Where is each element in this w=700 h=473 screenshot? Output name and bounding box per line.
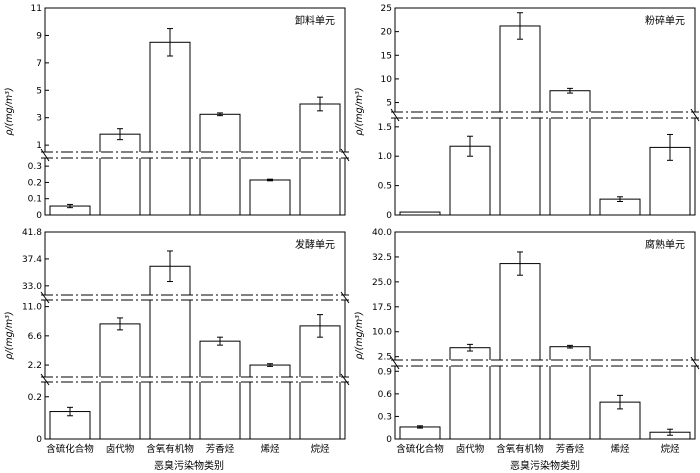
y-tick-label: 9	[36, 31, 42, 41]
y-axis-label: ρ/(mg/m³)	[4, 311, 15, 359]
axis-break-mark	[340, 373, 350, 386]
bar	[249, 179, 291, 216]
category-label: 卤代物	[106, 443, 135, 455]
chart-panel-1: 0 0.1 0.2 0.3 1 3 5 7 9 11 卸料单元 ρ/(mg/m³)	[4, 4, 350, 221]
bar	[449, 145, 491, 216]
category-label: 芳香烃	[556, 443, 585, 455]
panel-title: 粉碎单元	[645, 14, 685, 27]
y-tick-label: 2.2	[28, 361, 42, 371]
y-tick-label: 0.2	[28, 178, 42, 188]
y-tick-label: 0.9	[378, 367, 393, 377]
category-label: 含氧有机物	[496, 443, 544, 455]
y-tick-label: 2.5	[378, 353, 392, 363]
y-tick-label: 5	[36, 86, 42, 96]
category-label: 烷烃	[310, 443, 330, 455]
axis-break-mark	[40, 291, 50, 304]
bar	[149, 265, 191, 440]
axis-break-gap	[391, 112, 699, 118]
y-tick-label: 32.5	[372, 253, 392, 263]
y-tick-label: 1.0	[378, 152, 393, 162]
category-label: 芳香烃	[206, 443, 235, 455]
y-tick-label: 10.0	[372, 328, 392, 338]
category-label: 卤代物	[456, 443, 485, 455]
bar	[199, 340, 241, 440]
y-tick-label: 0.5	[378, 182, 392, 192]
axis-break-gap	[41, 377, 349, 382]
axis-break-mark	[390, 356, 400, 370]
y-tick-label: 0.6	[378, 390, 393, 400]
bar	[249, 364, 291, 440]
category-label: 烷烃	[660, 443, 680, 455]
y-tick-label: 0.1	[28, 195, 42, 205]
chart-panel-2: 0 0.5 1.0 1.5 5 10 15 20 25 粉碎单元 ρ/(mg/m³)	[354, 4, 700, 221]
axis-break-mark	[390, 108, 400, 122]
bar	[499, 263, 541, 440]
y-tick-label: 0	[36, 211, 42, 221]
category-label: 含氧有机物	[146, 443, 194, 455]
chart-panel-3: 0 0.2 2.2 6.6 11.0 33.0 37.4 41.8 含硫化合物 卤代物 含氧有机物芳…	[4, 228, 350, 455]
y-axis-label: ρ/(mg/m³)	[4, 87, 15, 135]
y-tick-label: 37.4	[22, 255, 42, 265]
y-tick-label: 25.0	[372, 278, 392, 288]
panel-title: 卸料单元	[295, 14, 335, 27]
y-tick-label: 0.3	[378, 412, 392, 422]
y-tick-label: 0	[386, 211, 392, 221]
y-tick-label: 1.5	[378, 123, 392, 133]
bar	[49, 411, 91, 440]
y-tick-label: 41.8	[22, 228, 42, 238]
axis-break-mark	[690, 108, 700, 122]
y-tick-label: 6.6	[28, 332, 43, 342]
y-tick-label: 1	[36, 141, 42, 151]
axis-break-mark	[340, 291, 350, 304]
y-tick-label: 10	[381, 75, 393, 85]
category-label: 含硫化合物	[396, 443, 444, 455]
y-tick-label: 11	[31, 4, 42, 14]
panel-title: 发酵单元	[295, 238, 335, 251]
y-tick-label: 33.0	[22, 282, 42, 292]
y-tick-label: 0.2	[28, 393, 42, 403]
bar	[199, 113, 241, 216]
y-tick-label: 7	[36, 59, 42, 69]
bar	[499, 25, 541, 216]
y-axis-label: ρ/(mg/m³)	[354, 87, 365, 135]
bar	[549, 90, 591, 216]
y-axis-label: ρ/(mg/m³)	[354, 311, 365, 359]
category-label: 含硫化合物	[46, 443, 94, 455]
axis-break-mark	[340, 148, 350, 162]
x-axis-label-left: 恶臭污染物类别	[154, 459, 224, 472]
axis-break-gap	[391, 360, 699, 366]
y-tick-label: 17.5	[372, 303, 392, 313]
plot-frame	[394, 7, 696, 216]
axis-break-mark	[40, 148, 50, 162]
y-tick-label: 15	[381, 51, 392, 61]
plot-frame	[394, 231, 696, 440]
axis-break-mark	[690, 356, 700, 370]
category-label: 烯烃	[260, 443, 280, 455]
plot-frame	[44, 7, 346, 216]
y-tick-label: 0	[36, 435, 42, 445]
y-tick-label: 11.0	[22, 303, 42, 313]
axis-break-gap	[41, 295, 349, 300]
y-tick-label: 20	[381, 28, 393, 38]
y-tick-label: 3	[36, 114, 42, 124]
y-tick-label: 0.3	[28, 162, 42, 172]
chart-panel-4: 0 0.3 0.6 0.9 2.5 10.0 17.5 25.0 32.5 40.0 含硫化合物 卤代…	[354, 228, 700, 455]
bar	[399, 211, 441, 216]
y-tick-label: 5	[386, 99, 392, 109]
y-tick-label: 0	[386, 435, 392, 445]
x-axis-label-right: 恶臭污染物类别	[510, 459, 580, 472]
category-label: 烯烃	[610, 443, 630, 455]
y-tick-label: 40.0	[372, 228, 392, 238]
y-tick-label: 25	[381, 4, 392, 14]
bar	[299, 103, 341, 216]
bar	[99, 133, 141, 216]
panel-title: 腐熟单元	[645, 238, 685, 251]
axis-break-mark	[40, 373, 50, 386]
bar	[399, 426, 441, 440]
bar	[149, 41, 191, 216]
axis-break-gap	[41, 152, 349, 158]
